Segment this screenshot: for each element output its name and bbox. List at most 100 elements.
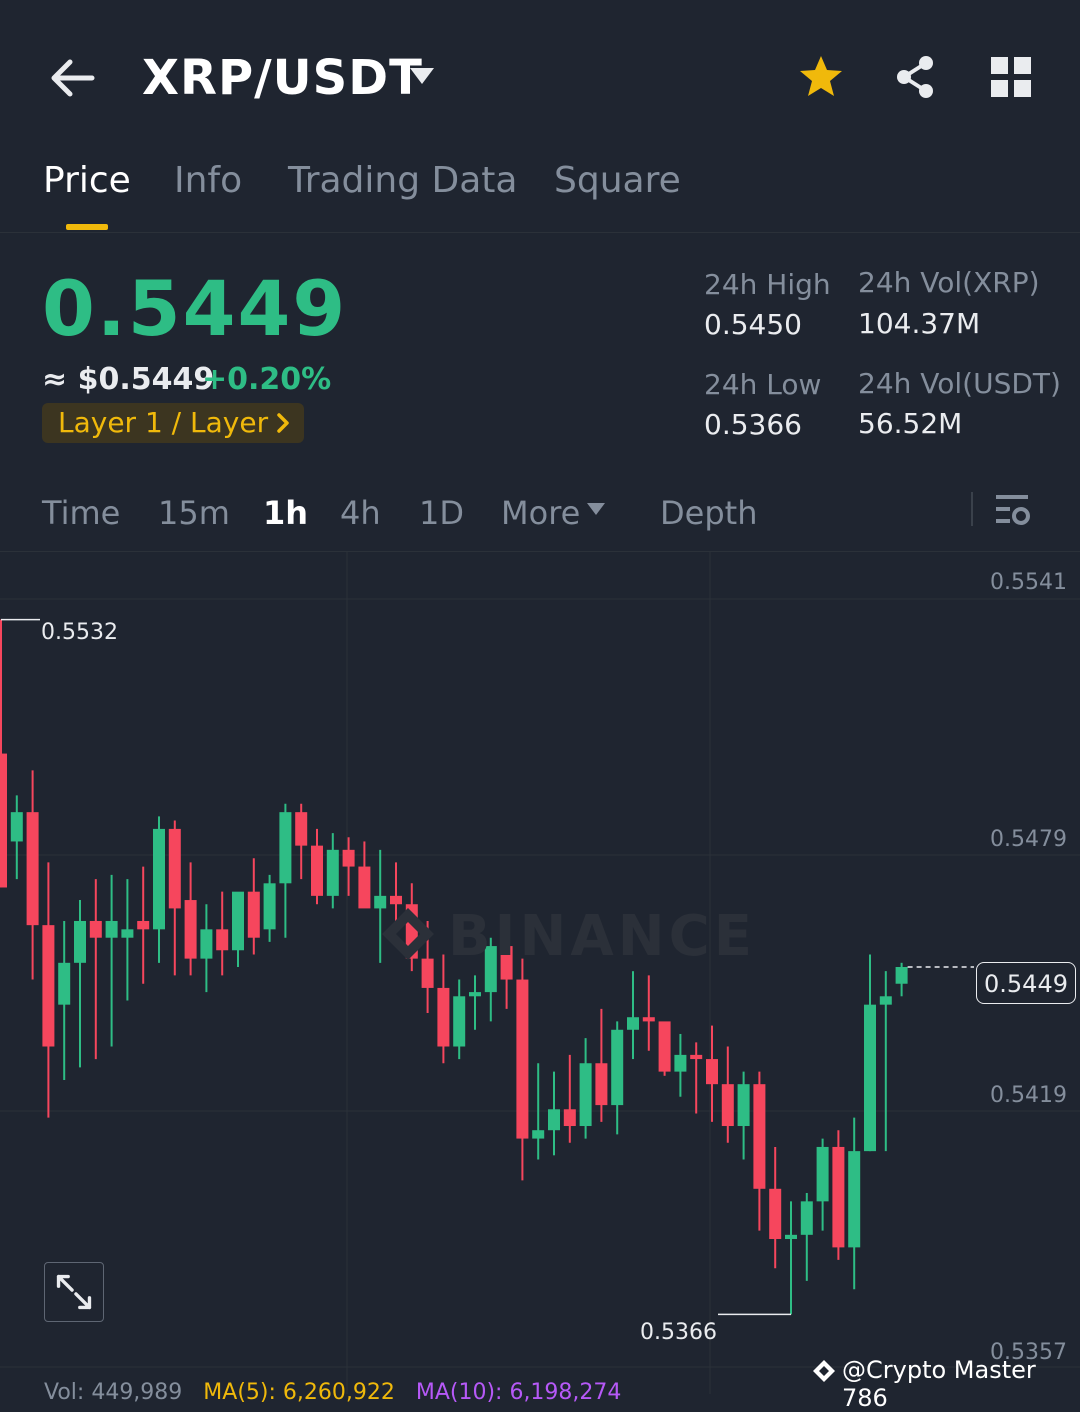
- candle-body: [500, 946, 513, 980]
- candle-body: [864, 1004, 876, 1152]
- candle-body: [563, 1109, 576, 1127]
- candle-body: [10, 812, 23, 842]
- candle-body: [153, 828, 165, 930]
- volume-indicator-row: Vol: 449,989 MA(5): 6,260,922 MA(10): 6,…: [44, 1380, 621, 1405]
- candle-body: [642, 1017, 655, 1022]
- candle-body: [800, 1201, 813, 1235]
- min-price-label: 0.5366: [640, 1320, 717, 1345]
- tab-info[interactable]: Info: [174, 160, 243, 201]
- candle-body: [627, 1017, 639, 1030]
- max-price-label: 0.5532: [41, 620, 118, 645]
- vol-usdt-label: 24h Vol(USDT): [858, 367, 1061, 400]
- candle-body: [390, 895, 402, 905]
- divider: [0, 232, 1080, 233]
- candle-body: [595, 1063, 608, 1106]
- author-handle: @Crypto Master 786: [842, 1356, 1036, 1412]
- high-label: 24h High: [704, 268, 831, 301]
- candle-body: [168, 828, 181, 909]
- y-tick-label: 0.5419: [990, 1083, 1067, 1108]
- active-tab-indicator: [66, 224, 108, 230]
- candle-body: [690, 1054, 703, 1060]
- candle-body: [358, 866, 371, 909]
- interval-1d[interactable]: 1D: [419, 494, 464, 532]
- candle-body: [295, 812, 308, 846]
- candle-body: [216, 929, 229, 951]
- interval-15m[interactable]: 15m: [158, 494, 230, 532]
- candle-body: [263, 883, 276, 930]
- binance-logo-icon: [813, 1360, 835, 1382]
- watermark: BINANCE: [448, 904, 756, 969]
- candle-body: [469, 992, 481, 997]
- interval-time[interactable]: Time: [42, 494, 121, 532]
- candle-body: [769, 1188, 782, 1240]
- binance-logo-icon: [382, 908, 434, 960]
- candle-body: [137, 920, 150, 930]
- tab-trading-data[interactable]: Trading Data: [288, 160, 518, 201]
- tab-price[interactable]: Price: [43, 160, 131, 201]
- chart-settings-icon[interactable]: [994, 492, 1032, 528]
- vol-usdt-value: 56.52M: [858, 407, 963, 440]
- current-price-label: 0.5449: [984, 970, 1068, 998]
- ma5-label: MA(5): 6,260,922: [203, 1380, 395, 1405]
- caret-down-icon[interactable]: [586, 502, 606, 516]
- candle-body: [121, 929, 134, 938]
- grid-icon[interactable]: [990, 56, 1032, 98]
- chevron-right-icon: [277, 413, 289, 433]
- ma10-label: MA(10): 6,198,274: [415, 1380, 622, 1405]
- low-label: 24h Low: [704, 368, 822, 401]
- candle-body: [706, 1059, 718, 1085]
- candle-body: [658, 1021, 671, 1072]
- candle-body: [247, 891, 260, 938]
- low-value: 0.5366: [704, 408, 802, 441]
- candle-body: [279, 812, 292, 884]
- candle-body: [753, 1084, 766, 1189]
- candle-body: [816, 1146, 829, 1202]
- candle-body: [184, 900, 197, 959]
- vol-xrp-label: 24h Vol(XRP): [858, 266, 1040, 299]
- interval-more[interactable]: More: [501, 494, 581, 532]
- tab-square[interactable]: Square: [554, 160, 681, 201]
- candle-body: [42, 925, 55, 1047]
- candle-body: [0, 753, 7, 888]
- candle-body: [453, 996, 466, 1047]
- candle-body: [374, 895, 387, 909]
- candle-body: [516, 979, 529, 1139]
- current-price-badge: [976, 962, 1076, 1004]
- candle-body: [785, 1234, 797, 1240]
- category-tag-label: Layer 1 / Layer: [58, 406, 269, 439]
- price-change-percent: +0.20%: [202, 362, 332, 397]
- vol-xrp-value: 104.37M: [858, 307, 981, 340]
- last-price: 0.5449: [42, 264, 348, 353]
- candlestick-chart[interactable]: [0, 552, 1080, 1394]
- caret-down-icon[interactable]: [408, 66, 436, 86]
- candle-body: [232, 891, 244, 951]
- candle-body: [105, 920, 118, 938]
- candle-body: [721, 1084, 734, 1127]
- back-arrow-icon[interactable]: [46, 56, 96, 100]
- y-tick-label: 0.5357: [990, 1340, 1067, 1365]
- y-tick-label: 0.5541: [990, 570, 1067, 595]
- candle-body: [74, 920, 86, 963]
- category-tag[interactable]: [42, 403, 304, 443]
- volume-label: Vol: 449,989: [44, 1380, 183, 1405]
- candle-body: [58, 962, 71, 1005]
- candle-body: [611, 1029, 624, 1106]
- pair-title[interactable]: XRP/USDT: [142, 50, 423, 106]
- interval-1h[interactable]: 1h: [263, 494, 309, 532]
- candle-body: [674, 1054, 687, 1072]
- fullscreen-icon[interactable]: [44, 1262, 104, 1322]
- divider: [971, 492, 973, 526]
- star-icon[interactable]: [798, 54, 844, 100]
- candle-body: [895, 967, 908, 984]
- candle-body: [437, 987, 450, 1047]
- candle-body: [848, 1151, 861, 1248]
- share-icon[interactable]: [892, 54, 938, 100]
- interval-4h[interactable]: 4h: [340, 494, 381, 532]
- y-tick-label: 0.5479: [990, 827, 1067, 852]
- candle-body: [342, 849, 355, 867]
- candle-body: [311, 845, 323, 896]
- candle-body: [737, 1084, 750, 1127]
- candle-body: [548, 1109, 560, 1131]
- divider: [0, 551, 1080, 552]
- depth-tab[interactable]: Depth: [660, 494, 758, 532]
